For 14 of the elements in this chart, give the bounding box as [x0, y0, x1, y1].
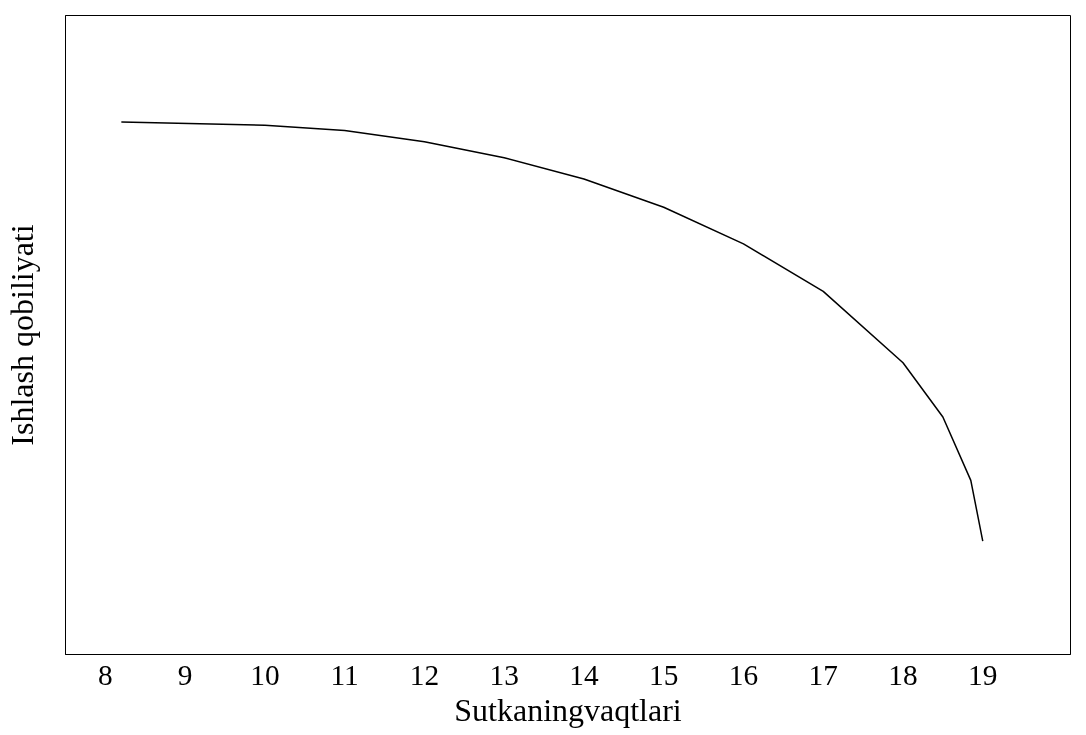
x-tick-label: 8 [98, 658, 113, 691]
x-tick-label: 11 [330, 658, 359, 691]
x-tick-label: 19 [968, 658, 998, 691]
x-tick-label: 18 [888, 658, 918, 691]
x-tick-label: 9 [177, 658, 193, 691]
x-tick-label: 16 [728, 658, 759, 691]
x-tick-label: 14 [569, 658, 599, 691]
y-axis-title: Ishlash qobiliyati [3, 224, 40, 446]
x-tick-label: 10 [250, 658, 280, 691]
x-tick-label: 12 [409, 658, 440, 691]
x-tick-label: 15 [649, 658, 679, 691]
x-tick-label: 13 [489, 658, 519, 691]
x-axis-title: Sutkaningvaqtlari [454, 691, 682, 728]
x-tick-label: 17 [808, 658, 838, 691]
